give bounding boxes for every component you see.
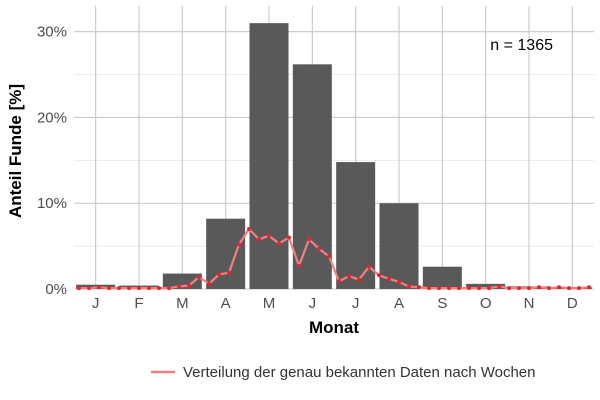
y-tick-label: 30%: [37, 24, 67, 41]
weekly-point: [407, 284, 411, 289]
bar: [162, 273, 202, 289]
bars: [76, 23, 592, 289]
weekly-point: [457, 286, 461, 291]
bar: [466, 283, 506, 289]
x-tick-label: S: [437, 295, 447, 312]
y-tick-label: 10%: [37, 195, 67, 212]
bar: [206, 218, 246, 289]
bar: [336, 162, 376, 289]
weekly-point: [467, 286, 471, 291]
legend: Verteilung der genau bekannten Daten nac…: [151, 364, 536, 381]
weekly-point: [237, 242, 241, 247]
weekly-point: [547, 286, 551, 291]
weekly-point: [147, 286, 151, 291]
y-tick-label: 0%: [45, 281, 67, 298]
x-tick-label: J: [352, 295, 360, 312]
weekly-point: [97, 285, 101, 290]
legend-label: Verteilung der genau bekannten Daten nac…: [183, 364, 536, 381]
weekly-point: [347, 274, 351, 279]
weekly-point: [137, 286, 141, 291]
weekly-point: [77, 286, 81, 291]
weekly-point: [297, 263, 301, 268]
weekly-point: [567, 286, 571, 291]
weekly-point: [277, 241, 281, 246]
weekly-point: [367, 264, 371, 269]
weekly-point: [517, 286, 521, 291]
weekly-point: [247, 226, 251, 231]
x-tick-label: A: [394, 295, 404, 312]
weekly-point: [187, 283, 191, 288]
weekly-point: [487, 286, 491, 291]
weekly-point: [317, 246, 321, 251]
weekly-point: [257, 237, 261, 242]
weekly-point: [227, 270, 231, 275]
weekly-point: [287, 235, 291, 240]
weekly-point: [307, 237, 311, 242]
weekly-point: [117, 286, 121, 291]
bar: [379, 203, 419, 289]
x-tick-label: J: [309, 295, 317, 312]
y-axis-title: Anteil Funde [%]: [6, 84, 25, 218]
tick-labels: 0% 10% 20% 30% J F M A M J J A S O N D: [37, 24, 578, 312]
weekly-point: [267, 233, 271, 238]
weekly-point: [497, 284, 501, 289]
weekly-point: [377, 273, 381, 278]
weekly-line: [77, 226, 591, 291]
weekly-point: [587, 285, 591, 290]
weekly-point: [387, 276, 391, 281]
bar: [422, 266, 462, 289]
weekly-point: [127, 286, 131, 291]
weekly-series-line: [79, 227, 590, 290]
weekly-point: [207, 281, 211, 286]
weekly-point: [197, 274, 201, 279]
weekly-point: [167, 286, 171, 291]
x-tick-label: N: [524, 295, 535, 312]
x-tick-label: M: [176, 295, 189, 312]
weekly-point: [177, 284, 181, 289]
bar: [249, 23, 289, 289]
sample-size-annotation: n = 1365: [490, 37, 553, 54]
weekly-point: [507, 286, 511, 291]
weekly-point: [477, 286, 481, 291]
weekly-point: [157, 286, 161, 291]
bar: [292, 64, 332, 289]
weekly-point: [447, 286, 451, 291]
weekly-point: [577, 286, 581, 291]
weekly-point: [217, 272, 221, 277]
weekly-point: [337, 279, 341, 284]
x-tick-label: A: [221, 295, 231, 312]
x-tick-label: F: [134, 295, 143, 312]
weekly-point: [557, 285, 561, 290]
weekly-point: [417, 285, 421, 290]
x-tick-label: D: [567, 295, 578, 312]
weekly-point: [327, 254, 331, 259]
weekly-point: [357, 277, 361, 282]
weekly-point: [107, 286, 111, 291]
weekly-point: [427, 286, 431, 291]
weekly-point: [527, 286, 531, 291]
weekly-point: [87, 286, 91, 291]
x-tick-label: O: [480, 295, 492, 312]
x-axis-title: Monat: [309, 318, 359, 337]
x-tick-label: J: [92, 295, 100, 312]
weekly-point: [437, 286, 441, 291]
weekly-point: [537, 285, 541, 290]
weekly-point: [397, 280, 401, 285]
y-tick-label: 20%: [37, 109, 67, 126]
x-tick-label: M: [263, 295, 276, 312]
